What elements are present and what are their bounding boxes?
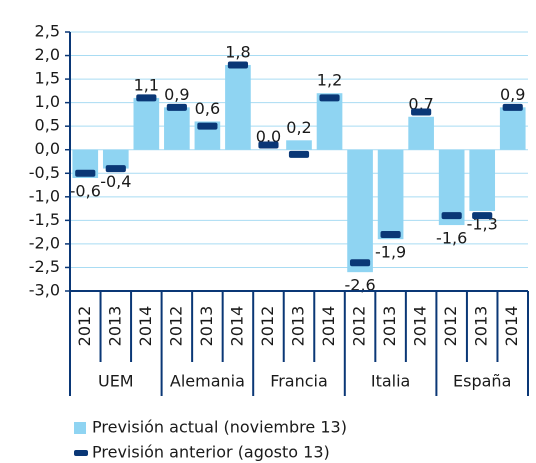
marker bbox=[105, 165, 126, 173]
x-tick-label: 2014 bbox=[411, 306, 430, 347]
y-tick-label: -1,0 bbox=[29, 186, 60, 205]
x-tick-label: 2014 bbox=[502, 306, 521, 347]
y-tick-label: 0,5 bbox=[35, 116, 60, 135]
marker bbox=[319, 94, 340, 102]
bar bbox=[102, 149, 129, 169]
x-tick-label: 2013 bbox=[289, 306, 308, 347]
x-tick-label: 2012 bbox=[75, 306, 94, 347]
bar bbox=[377, 149, 404, 240]
marker bbox=[288, 150, 310, 158]
x-tick-label: 2014 bbox=[136, 306, 155, 347]
data-label: 0,7 bbox=[408, 94, 433, 113]
y-tick-label: -2,0 bbox=[29, 233, 60, 252]
group-label: Alemania bbox=[170, 372, 245, 391]
bar bbox=[499, 107, 526, 150]
data-label: -0,4 bbox=[100, 172, 131, 191]
x-tick-label: 2014 bbox=[227, 306, 246, 347]
marker bbox=[227, 61, 249, 69]
data-label: 0,2 bbox=[286, 118, 311, 137]
y-tick-label: 1,5 bbox=[35, 69, 60, 88]
marker bbox=[380, 230, 401, 238]
data-label: 0,9 bbox=[500, 85, 525, 104]
bar bbox=[225, 64, 251, 150]
legend-swatch bbox=[74, 450, 88, 456]
group-label: Italia bbox=[371, 372, 411, 391]
marker bbox=[472, 212, 493, 220]
x-tick-label: 2013 bbox=[197, 306, 216, 347]
x-tick-label: 2013 bbox=[105, 306, 124, 347]
data-label: 1,8 bbox=[225, 42, 250, 61]
y-tick-label: -2,5 bbox=[29, 257, 60, 276]
y-tick-label: -0,5 bbox=[29, 163, 60, 182]
marker bbox=[502, 103, 523, 111]
x-tick-label: 2012 bbox=[166, 306, 185, 347]
marker bbox=[441, 212, 462, 220]
bar bbox=[408, 116, 434, 150]
group-label: Francia bbox=[270, 372, 328, 391]
marker bbox=[136, 94, 157, 102]
x-tick-label: 2012 bbox=[350, 306, 369, 347]
x-tick-label: 2013 bbox=[380, 306, 399, 347]
bar bbox=[316, 93, 343, 150]
bar bbox=[347, 149, 373, 273]
data-label: -1,9 bbox=[375, 243, 406, 262]
y-tick-label: 2,0 bbox=[35, 45, 60, 64]
data-label: -1,3 bbox=[467, 214, 498, 233]
data-label: 0,0 bbox=[256, 127, 281, 146]
bar bbox=[286, 140, 312, 150]
x-tick-label: 2012 bbox=[258, 306, 277, 347]
marker bbox=[411, 108, 432, 116]
y-tick-label: 1,0 bbox=[35, 92, 60, 111]
y-tick-label: -3,0 bbox=[29, 281, 60, 300]
marker bbox=[166, 103, 187, 111]
x-tick-label: 2013 bbox=[472, 306, 491, 347]
data-label: 0,9 bbox=[164, 85, 189, 104]
bar bbox=[469, 149, 496, 211]
data-label: 0,6 bbox=[195, 99, 220, 118]
x-tick-label: 2012 bbox=[441, 306, 460, 347]
group-label: UEM bbox=[98, 372, 134, 391]
data-label: 1,1 bbox=[134, 75, 159, 94]
marker bbox=[197, 122, 218, 130]
marker bbox=[349, 259, 371, 267]
y-tick-label: 2,5 bbox=[35, 22, 60, 41]
group-label: España bbox=[453, 372, 511, 391]
legend-label: Previsión actual (noviembre 13) bbox=[92, 418, 347, 437]
data-label: -2,6 bbox=[344, 276, 375, 295]
y-tick-label: 0,0 bbox=[35, 139, 60, 158]
legend-label: Previsión anterior (agosto 13) bbox=[92, 443, 330, 462]
bar bbox=[133, 97, 160, 150]
data-label: -1,6 bbox=[436, 229, 467, 248]
bar bbox=[164, 107, 190, 150]
data-label: 1,2 bbox=[317, 71, 342, 90]
data-label: -0,6 bbox=[70, 181, 101, 200]
legend-swatch bbox=[74, 422, 86, 434]
y-tick-label: -1,5 bbox=[29, 210, 60, 229]
x-tick-label: 2014 bbox=[319, 306, 338, 347]
marker bbox=[258, 141, 279, 149]
marker bbox=[75, 169, 96, 177]
